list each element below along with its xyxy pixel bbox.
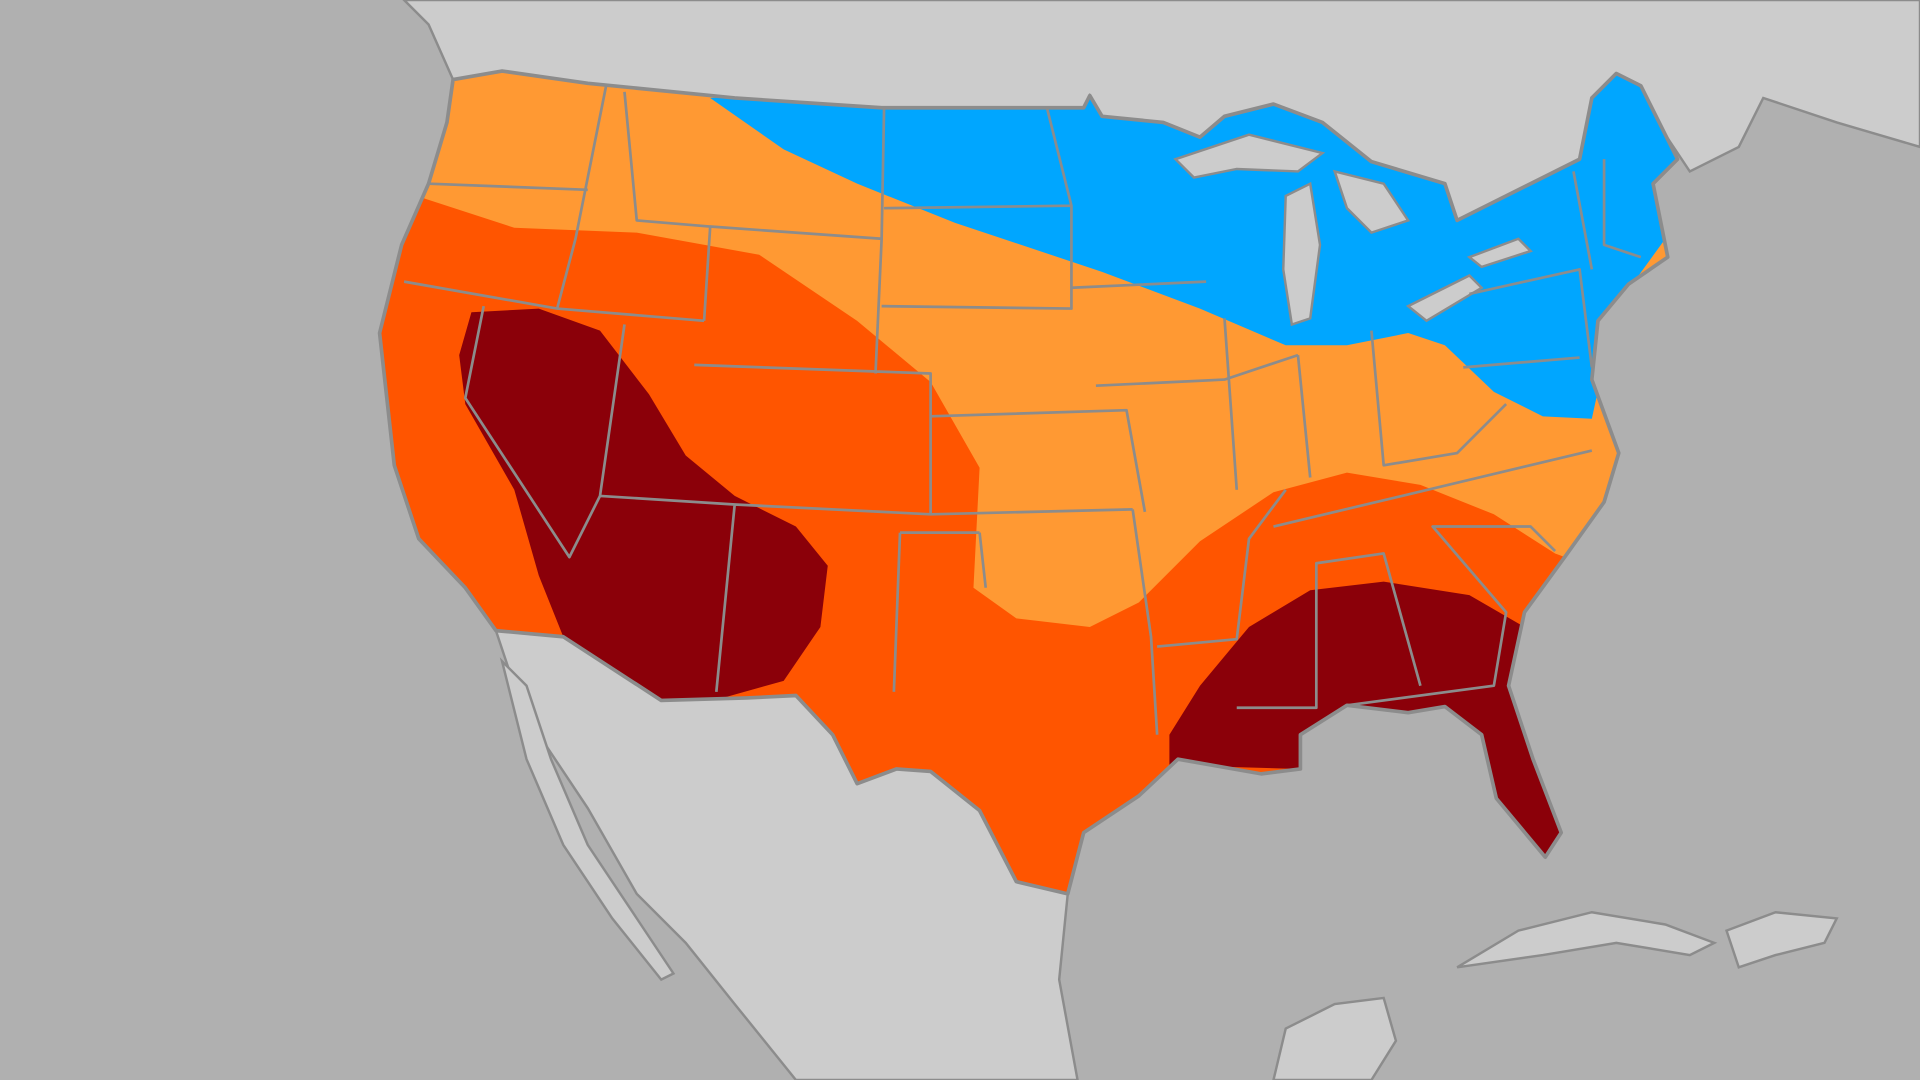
great-lakes [1173, 133, 1533, 327]
state-borders [403, 85, 1642, 735]
yucatan [1272, 996, 1398, 1080]
zone-dark-red-west [459, 308, 828, 701]
baja-california [499, 657, 676, 982]
cuba [1456, 910, 1718, 969]
hispaniola [1724, 910, 1839, 969]
